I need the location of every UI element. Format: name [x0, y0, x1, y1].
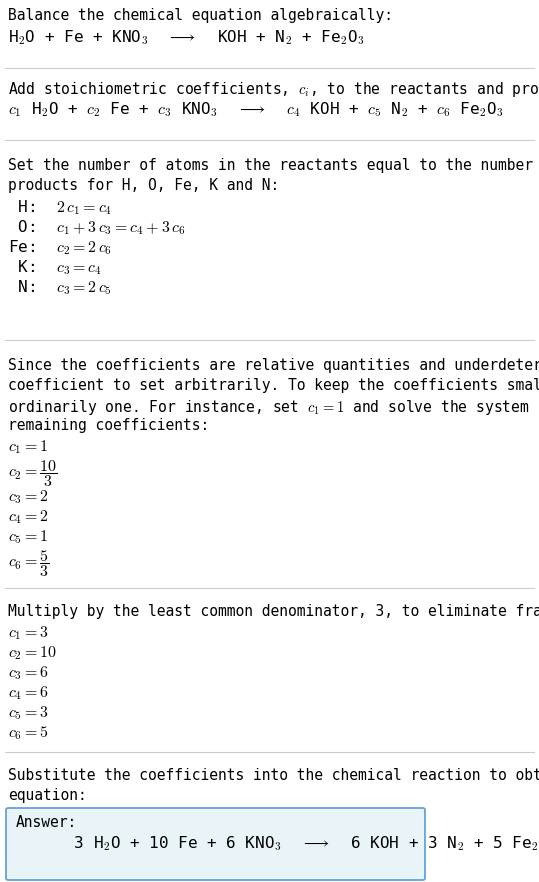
Text: O:  $c_1 + 3\,c_3 = c_4 + 3\,c_6$: O: $c_1 + 3\,c_3 = c_4 + 3\,c_6$ [8, 218, 185, 236]
Text: $c_6 = 5$: $c_6 = 5$ [8, 724, 49, 742]
Text: $c_1$ H$_2$O + $c_2$ Fe + $c_3$ KNO$_3$  $\longrightarrow$  $c_4$ KOH + $c_5$ N$: $c_1$ H$_2$O + $c_2$ Fe + $c_3$ KNO$_3$ … [8, 100, 504, 119]
Text: $c_2 = 10$: $c_2 = 10$ [8, 644, 57, 662]
Text: H:  $2\,c_1 = c_4$: H: $2\,c_1 = c_4$ [8, 198, 112, 217]
Text: products for H, O, Fe, K and N:: products for H, O, Fe, K and N: [8, 178, 279, 193]
Text: H$_2$O + Fe + KNO$_3$  $\longrightarrow$  KOH + N$_2$ + Fe$_2$O$_3$: H$_2$O + Fe + KNO$_3$ $\longrightarrow$ … [8, 28, 365, 47]
FancyBboxPatch shape [6, 808, 425, 880]
Text: Since the coefficients are relative quantities and underdetermined, choose a: Since the coefficients are relative quan… [8, 358, 539, 373]
Text: $c_1 = 3$: $c_1 = 3$ [8, 624, 49, 642]
Text: Set the number of atoms in the reactants equal to the number of atoms in the: Set the number of atoms in the reactants… [8, 158, 539, 173]
Text: $c_5 = 1$: $c_5 = 1$ [8, 528, 49, 546]
Text: $c_3 = 2$: $c_3 = 2$ [8, 488, 49, 505]
Text: Add stoichiometric coefficients, $c_i$, to the reactants and products:: Add stoichiometric coefficients, $c_i$, … [8, 80, 539, 99]
Text: $c_6 = \dfrac{5}{3}$: $c_6 = \dfrac{5}{3}$ [8, 548, 50, 579]
Text: N:  $c_3 = 2\,c_5$: N: $c_3 = 2\,c_5$ [8, 278, 112, 296]
Text: $c_5 = 3$: $c_5 = 3$ [8, 704, 49, 721]
Text: ordinarily one. For instance, set $c_1 = 1$ and solve the system of equations fo: ordinarily one. For instance, set $c_1 =… [8, 398, 539, 417]
Text: equation:: equation: [8, 788, 87, 803]
Text: K:  $c_3 = c_4$: K: $c_3 = c_4$ [8, 258, 102, 277]
Text: $c_4 = 6$: $c_4 = 6$ [8, 684, 49, 702]
Text: $c_4 = 2$: $c_4 = 2$ [8, 508, 49, 526]
Text: Substitute the coefficients into the chemical reaction to obtain the balanced: Substitute the coefficients into the che… [8, 768, 539, 783]
Text: Balance the chemical equation algebraically:: Balance the chemical equation algebraica… [8, 8, 393, 23]
Text: $c_2 = \dfrac{10}{3}$: $c_2 = \dfrac{10}{3}$ [8, 458, 58, 489]
Text: Answer:: Answer: [16, 815, 77, 830]
Text: $c_3 = 6$: $c_3 = 6$ [8, 664, 49, 682]
Text: 3 H$_2$O + 10 Fe + 6 KNO$_3$  $\longrightarrow$  6 KOH + 3 N$_2$ + 5 Fe$_2$O$_3$: 3 H$_2$O + 10 Fe + 6 KNO$_3$ $\longright… [16, 834, 539, 853]
Text: $c_1 = 1$: $c_1 = 1$ [8, 438, 49, 456]
Text: coefficient to set arbitrarily. To keep the coefficients small, the arbitrary va: coefficient to set arbitrarily. To keep … [8, 378, 539, 393]
Text: Multiply by the least common denominator, 3, to eliminate fractional coefficient: Multiply by the least common denominator… [8, 604, 539, 619]
Text: remaining coefficients:: remaining coefficients: [8, 418, 209, 433]
Text: Fe:  $c_2 = 2\,c_6$: Fe: $c_2 = 2\,c_6$ [8, 238, 112, 257]
